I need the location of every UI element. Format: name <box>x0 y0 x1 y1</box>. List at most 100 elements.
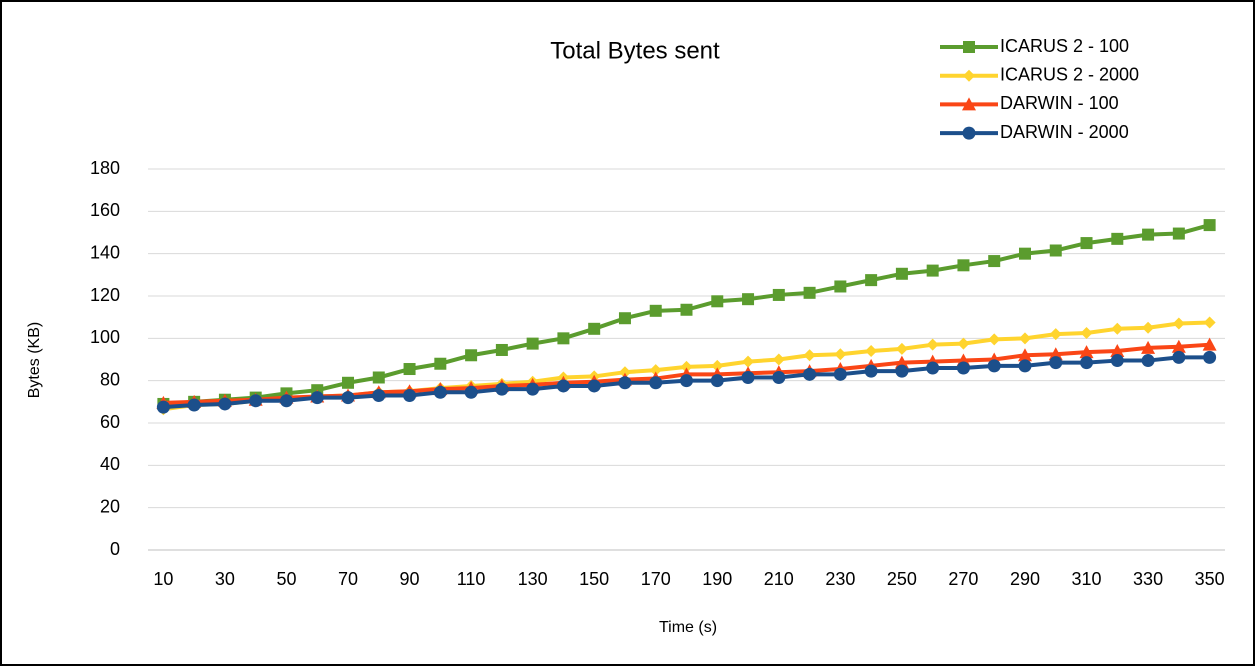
marker <box>962 126 976 140</box>
marker <box>742 355 755 368</box>
marker <box>803 367 817 381</box>
x-tick-label: 30 <box>215 569 235 589</box>
x-tick-label: 150 <box>579 569 609 589</box>
x-tick-label: 270 <box>948 569 978 589</box>
marker <box>649 364 662 377</box>
x-tick-label: 350 <box>1195 569 1225 589</box>
marker <box>772 288 785 301</box>
marker <box>1141 354 1155 368</box>
marker <box>1080 237 1093 250</box>
x-tick-label: 310 <box>1072 569 1102 589</box>
marker <box>741 370 755 384</box>
marker <box>956 361 970 375</box>
marker <box>588 322 601 335</box>
marker <box>962 97 976 111</box>
x-tick-label: 250 <box>887 569 917 589</box>
marker <box>1049 244 1062 257</box>
marker <box>987 359 1001 373</box>
x-tick-label: 50 <box>276 569 296 589</box>
y-tick-label: 60 <box>100 412 120 432</box>
marker <box>772 370 786 384</box>
marker <box>372 388 386 402</box>
marker <box>434 357 447 370</box>
x-tick-label: 90 <box>400 569 420 589</box>
marker <box>557 332 570 345</box>
marker <box>1172 350 1186 364</box>
marker <box>1017 348 1032 362</box>
y-axis-label: Bytes (KB) <box>26 322 43 398</box>
marker <box>865 274 878 287</box>
marker <box>556 379 570 393</box>
marker <box>1142 321 1155 334</box>
marker <box>1018 332 1031 345</box>
marker <box>649 304 662 317</box>
marker <box>249 394 263 408</box>
marker <box>957 259 970 272</box>
marker <box>1018 359 1032 373</box>
marker <box>372 371 385 384</box>
marker <box>957 337 970 350</box>
marker <box>1110 344 1125 358</box>
marker <box>926 361 940 375</box>
marker <box>156 400 170 414</box>
marker <box>465 349 478 362</box>
marker <box>1049 328 1062 341</box>
marker <box>1141 340 1156 354</box>
marker <box>1172 227 1185 240</box>
y-tick-label: 20 <box>100 496 120 516</box>
marker <box>680 374 693 388</box>
y-tick-label: 0 <box>110 539 120 559</box>
marker <box>342 376 355 389</box>
marker <box>1111 322 1124 335</box>
marker <box>526 337 539 350</box>
marker <box>865 345 878 358</box>
marker <box>1172 317 1185 330</box>
marker <box>895 342 908 355</box>
marker <box>649 376 663 390</box>
chart-title: Total Bytes sent <box>550 37 720 64</box>
marker <box>680 360 693 373</box>
y-tick-label: 80 <box>100 369 120 389</box>
x-tick-label: 210 <box>764 569 794 589</box>
marker <box>618 312 631 325</box>
marker <box>894 355 909 369</box>
marker <box>803 286 816 299</box>
marker <box>834 280 847 293</box>
marker <box>742 293 755 306</box>
marker <box>1111 232 1124 245</box>
marker <box>895 267 908 280</box>
x-tick-label: 330 <box>1133 569 1163 589</box>
marker <box>526 382 540 396</box>
marker <box>1079 345 1094 359</box>
marker <box>433 385 447 399</box>
marker <box>495 382 509 396</box>
marker <box>711 359 724 372</box>
x-axis-label: Time (s) <box>659 619 717 636</box>
marker <box>864 364 878 378</box>
x-tick-label: 10 <box>153 569 173 589</box>
legend-label: DARWIN - 100 <box>1000 93 1119 113</box>
marker <box>1203 219 1216 232</box>
marker <box>963 41 975 53</box>
marker <box>803 349 816 362</box>
x-tick-label: 290 <box>1010 569 1040 589</box>
marker <box>833 367 847 381</box>
marker <box>711 295 724 308</box>
y-tick-label: 40 <box>100 454 120 474</box>
marker <box>279 394 293 408</box>
marker <box>680 303 693 316</box>
y-tick-label: 180 <box>90 158 120 178</box>
x-tick-label: 70 <box>338 569 358 589</box>
marker <box>772 353 785 366</box>
marker <box>926 264 939 277</box>
marker <box>403 388 417 402</box>
x-tick-label: 130 <box>518 569 548 589</box>
marker <box>1203 316 1216 329</box>
marker <box>403 363 416 376</box>
x-tick-label: 190 <box>702 569 732 589</box>
marker <box>464 385 478 399</box>
marker <box>341 391 355 405</box>
marker <box>218 397 232 411</box>
